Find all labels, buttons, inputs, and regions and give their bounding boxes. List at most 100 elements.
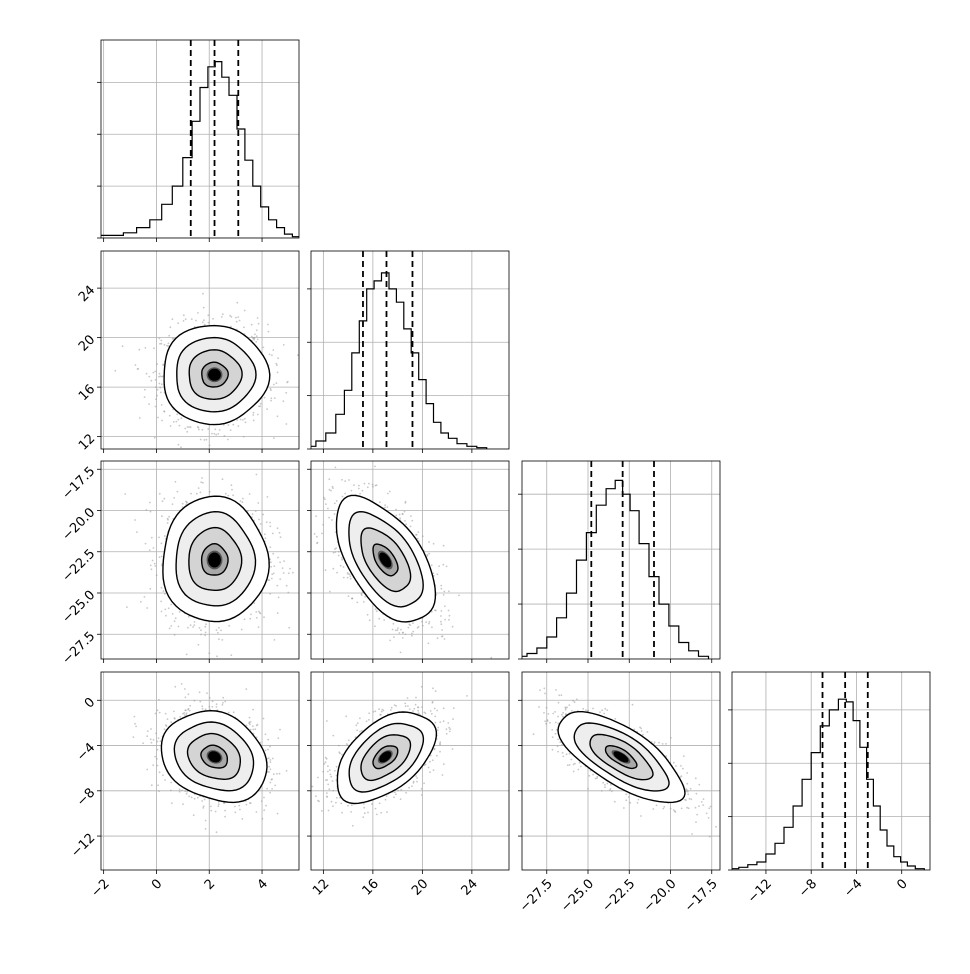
scatter-point <box>257 724 259 726</box>
scatter-point <box>404 520 406 522</box>
scatter-point <box>344 480 346 482</box>
scatter-point <box>364 483 366 485</box>
scatter-point <box>151 380 153 382</box>
scatter-point <box>173 711 175 713</box>
scatter-point <box>156 395 158 397</box>
scatter-point <box>253 420 255 422</box>
scatter-point <box>343 577 345 579</box>
scatter-point <box>316 536 318 538</box>
scatter-point <box>315 515 317 517</box>
scatter-point <box>202 452 204 454</box>
scatter-point <box>215 811 217 813</box>
scatter-point <box>408 627 410 629</box>
scatter-point <box>258 405 260 407</box>
scatter-point <box>164 728 166 730</box>
scatter-point <box>446 566 448 568</box>
scatter-point <box>350 578 352 580</box>
scatter-point <box>245 421 247 423</box>
scatter-point <box>336 500 338 502</box>
scatter-point <box>279 578 281 580</box>
scatter-point <box>169 415 171 417</box>
scatter-point <box>292 572 294 574</box>
scatter-point <box>256 617 258 619</box>
scatter-point <box>261 800 263 802</box>
scatter-point <box>228 424 230 426</box>
scatter-point <box>198 644 200 646</box>
scatter-point <box>273 565 275 567</box>
scatter-point <box>135 726 137 728</box>
scatter-point <box>149 588 151 590</box>
scatter-point <box>179 789 181 791</box>
scatter-point <box>416 534 418 536</box>
scatter-point <box>178 626 180 628</box>
scatter-point <box>256 335 258 337</box>
scatter-point <box>425 621 427 623</box>
scatter-point <box>146 769 148 771</box>
scatter-point <box>349 575 351 577</box>
scatter-point <box>269 526 271 528</box>
scatter-point <box>197 312 199 314</box>
scatter-point <box>144 389 146 391</box>
scatter-point <box>157 784 159 786</box>
scatter-point <box>203 805 205 807</box>
scatter-point <box>238 805 240 807</box>
scatter-point <box>222 478 224 480</box>
scatter-point <box>252 513 254 515</box>
scatter-point <box>276 585 278 587</box>
scatter-point <box>224 435 226 437</box>
scatter-point <box>244 310 246 312</box>
scatter-point <box>463 659 465 661</box>
scatter-point <box>157 749 159 751</box>
scatter-point <box>402 637 404 639</box>
scatter-point <box>286 770 288 772</box>
scatter-point <box>272 349 274 351</box>
scatter-point <box>286 423 288 425</box>
scatter-point <box>157 417 159 419</box>
scatter-point <box>264 397 266 399</box>
scatter-point <box>196 493 198 495</box>
scatter-point <box>189 710 191 712</box>
scatter-point <box>333 552 335 554</box>
panel-2d-1-0 <box>101 251 299 475</box>
scatter-point <box>374 466 376 468</box>
scatter-point <box>170 425 172 427</box>
scatter-point <box>216 831 218 833</box>
scatter-point <box>225 493 227 495</box>
scatter-point <box>372 484 374 486</box>
scatter-point <box>254 728 256 730</box>
scatter-point <box>268 331 270 333</box>
scatter-point <box>152 560 154 562</box>
scatter-point <box>182 503 184 505</box>
scatter-point <box>167 518 169 520</box>
scatter-point <box>221 639 223 641</box>
scatter-point <box>195 320 197 322</box>
scatter-point <box>190 426 192 428</box>
scatter-point <box>175 617 177 619</box>
scatter-point <box>397 627 399 629</box>
scatter-point <box>277 372 279 374</box>
scatter-point <box>227 439 229 441</box>
scatter-point <box>356 602 358 604</box>
scatter-point <box>236 302 238 304</box>
scatter-point <box>421 621 423 623</box>
scatter-point <box>187 627 189 629</box>
scatter-point <box>399 517 401 519</box>
scatter-point <box>431 564 433 566</box>
scatter-point <box>256 474 258 476</box>
scatter-point <box>245 688 247 690</box>
scatter-point <box>180 417 182 419</box>
scatter-point <box>154 756 156 758</box>
scatter-point <box>358 488 360 490</box>
scatter-point <box>364 596 366 598</box>
scatter-point <box>210 810 212 812</box>
scatter-point <box>167 718 169 720</box>
scatter-point <box>233 711 235 713</box>
scatter-point <box>209 445 211 447</box>
scatter-point <box>213 433 215 435</box>
scatter-point <box>164 344 166 346</box>
scatter-point <box>448 610 450 612</box>
scatter-point <box>343 566 345 568</box>
scatter-point <box>249 724 251 726</box>
scatter-point <box>153 347 155 349</box>
scatter-point <box>410 515 412 517</box>
